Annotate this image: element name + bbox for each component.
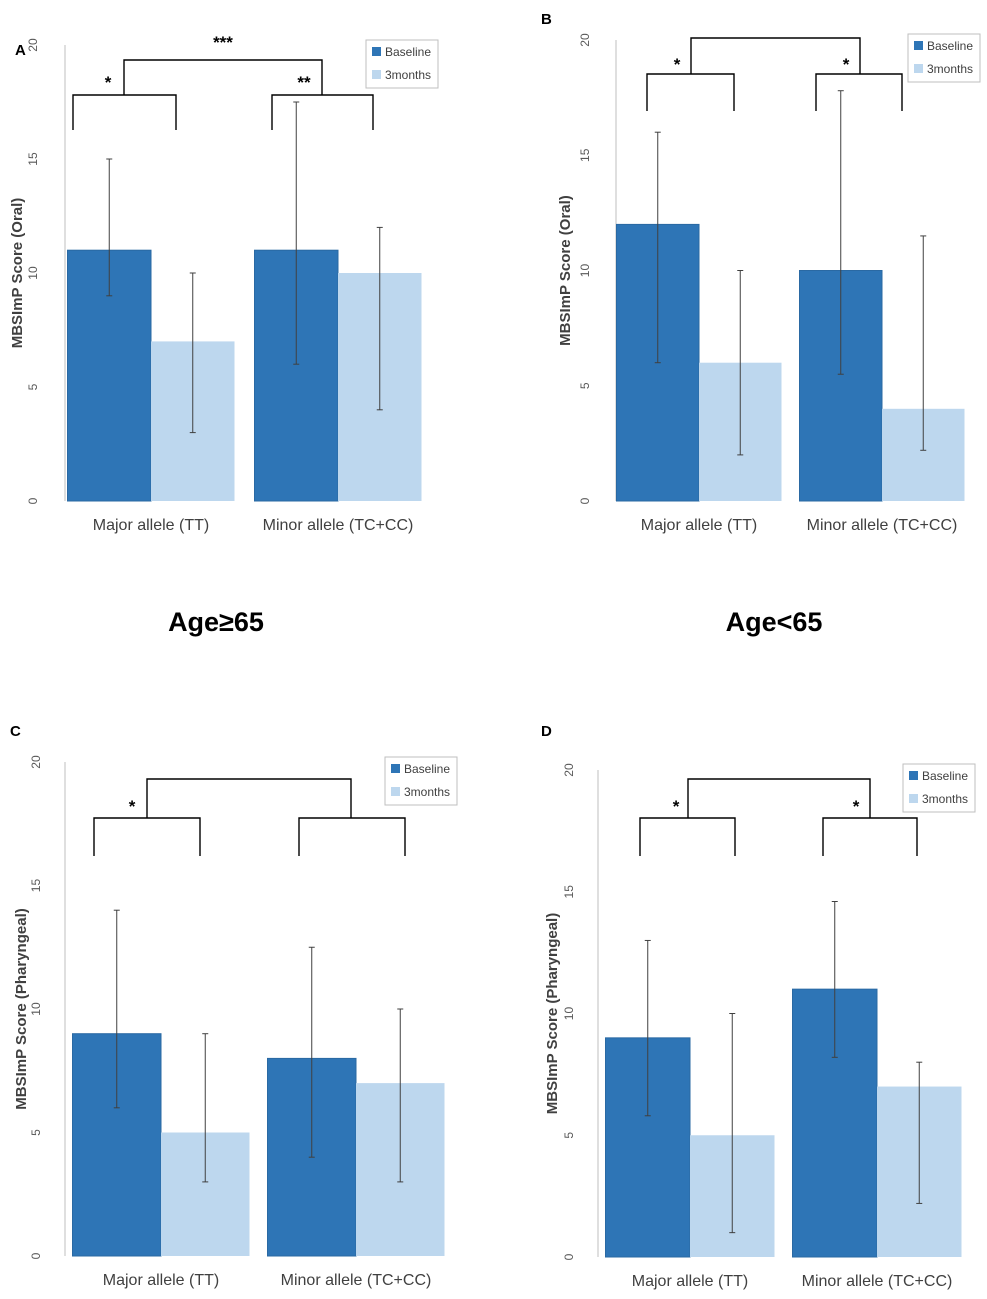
x-category-label: Major allele (TT) — [632, 1273, 748, 1290]
x-category-label: Minor allele (TC+CC) — [807, 517, 958, 534]
legend-label-baseline: Baseline — [404, 762, 450, 776]
significance-bracket-between — [687, 778, 871, 818]
x-category-label: Minor allele (TC+CC) — [802, 1273, 953, 1290]
y-tick-label: 10 — [562, 1007, 576, 1021]
y-axis-title: MBSImP Score (Oral) — [557, 195, 574, 346]
y-axis-title: MBSImP Score (Pharyngeal) — [544, 913, 561, 1114]
y-tick-label: 15 — [578, 148, 592, 162]
y-tick-label: 5 — [29, 1129, 43, 1136]
x-category-label: Minor allele (TC+CC) — [263, 517, 414, 534]
panel-label: B — [541, 11, 552, 28]
panel-label: C — [10, 723, 21, 740]
legend-label-baseline: Baseline — [922, 769, 968, 783]
legend-label-3months: 3months — [922, 792, 968, 806]
significance-stars: * — [853, 797, 860, 816]
significance-stars: * — [674, 55, 681, 74]
y-axis-title: MBSImP Score (Pharyngeal) — [13, 908, 30, 1109]
y-tick-label: 0 — [29, 1252, 43, 1259]
legend-swatch-baseline — [372, 47, 381, 56]
y-tick-label: 15 — [26, 152, 40, 166]
significance-bracket-minor — [815, 73, 903, 111]
legend-swatch-baseline — [909, 771, 918, 780]
panel-c: C 0 5 10 15 20 MBSImP Score (Pharyngeal) Major … — [10, 723, 458, 1289]
significance-bracket-between — [123, 59, 323, 95]
y-tick-label: 0 — [26, 497, 40, 504]
y-tick-label: 10 — [578, 264, 592, 278]
significance-bracket-major — [93, 817, 201, 856]
y-tick-label: 20 — [29, 755, 43, 769]
legend-label-baseline: Baseline — [385, 45, 431, 59]
legend: Baseline 3months — [907, 33, 981, 83]
significance-bracket-major — [639, 817, 736, 856]
panel-a: A 0 5 10 15 20 MBSImP Score (Oral) Major allele… — [9, 33, 439, 534]
legend-swatch-baseline — [914, 41, 923, 50]
legend-swatch-baseline — [391, 764, 400, 773]
age-label-ge65: Age≥65 — [168, 607, 264, 637]
legend: Baseline 3months — [902, 763, 976, 813]
age-label-lt65: Age<65 — [726, 607, 823, 637]
significance-bracket-minor — [298, 817, 406, 856]
y-tick-label: 5 — [562, 1132, 576, 1139]
y-tick-label: 15 — [29, 879, 43, 893]
y-tick-label: 0 — [562, 1253, 576, 1260]
y-tick-label: 5 — [26, 383, 40, 390]
significance-bracket-between — [146, 778, 352, 818]
legend: Baseline 3months — [384, 756, 458, 806]
significance-bracket-minor — [271, 94, 374, 130]
significance-stars: * — [105, 73, 112, 92]
y-tick-label: 20 — [26, 38, 40, 52]
significance-bracket-minor — [822, 817, 918, 856]
legend-label-3months: 3months — [404, 785, 450, 799]
legend-label-3months: 3months — [385, 68, 431, 82]
significance-stars: * — [129, 797, 136, 816]
legend: Baseline 3months — [365, 39, 439, 89]
y-tick-label: 20 — [578, 33, 592, 47]
y-tick-label: 10 — [26, 266, 40, 280]
y-tick-label: 10 — [29, 1002, 43, 1016]
y-tick-label: 0 — [578, 497, 592, 504]
panel-d: D 0 5 10 15 20 MBSImP Score (Pharyngeal) Major … — [541, 723, 976, 1290]
legend-swatch-3months — [391, 787, 400, 796]
significance-stars: ** — [297, 73, 311, 92]
significance-stars: * — [673, 797, 680, 816]
x-category-label: Major allele (TT) — [93, 517, 209, 534]
x-category-label: Minor allele (TC+CC) — [281, 1272, 432, 1289]
panel-label: A — [15, 42, 26, 59]
significance-stars: *** — [213, 33, 233, 52]
legend-swatch-3months — [372, 70, 381, 79]
y-tick-label: 20 — [562, 763, 576, 777]
x-category-label: Major allele (TT) — [641, 517, 757, 534]
legend-swatch-3months — [909, 794, 918, 803]
significance-bracket-major — [72, 94, 177, 130]
legend-label-baseline: Baseline — [927, 39, 973, 53]
x-category-label: Major allele (TT) — [103, 1272, 219, 1289]
significance-stars: * — [843, 55, 850, 74]
significance-bracket-major — [646, 73, 735, 111]
panel-label: D — [541, 723, 552, 740]
y-tick-label: 5 — [578, 382, 592, 389]
y-axis-title: MBSImP Score (Oral) — [9, 198, 26, 349]
legend-label-3months: 3months — [927, 62, 973, 76]
significance-bracket-between — [690, 37, 861, 74]
panel-b: B 0 5 10 15 20 MBSImP Score (Oral) Major allele… — [541, 11, 981, 534]
legend-swatch-3months — [914, 64, 923, 73]
y-tick-label: 15 — [562, 885, 576, 899]
